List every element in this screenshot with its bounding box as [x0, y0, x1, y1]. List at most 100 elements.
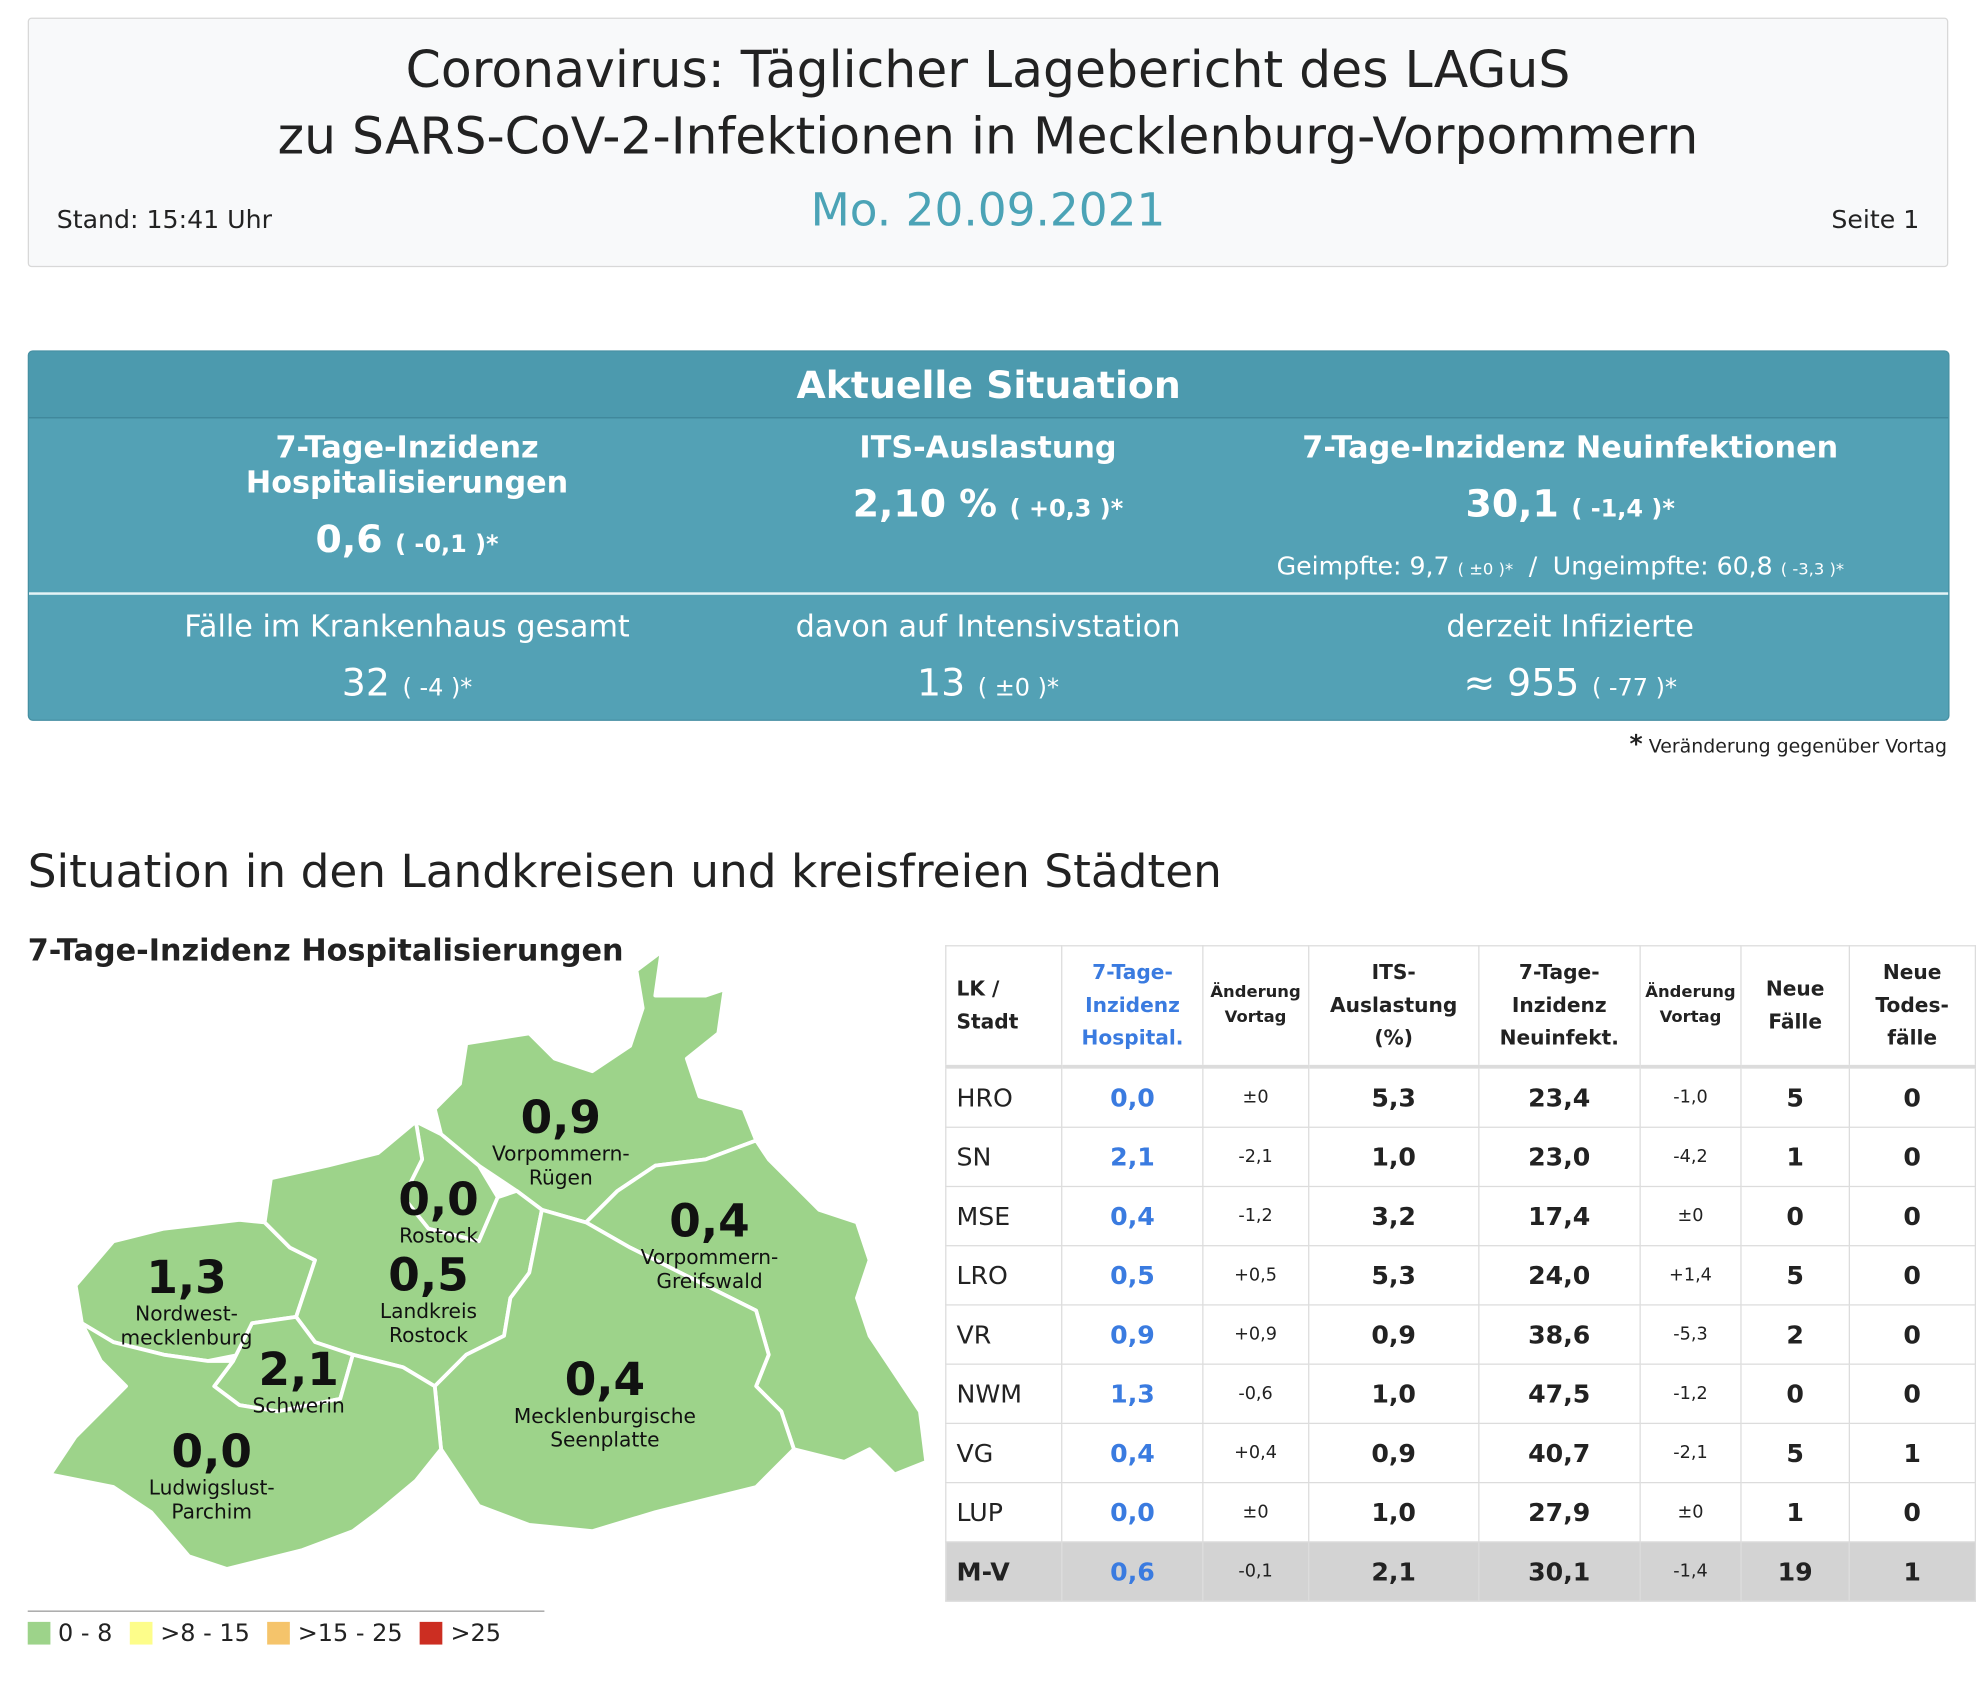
map-region-label: 0,9 Vorpommern- Rügen: [460, 1096, 662, 1190]
table-cell: 1: [1848, 1422, 1976, 1484]
legend-swatch: [27, 1621, 51, 1645]
table-cell: 0: [1848, 1185, 1976, 1247]
table-cell: -1,4: [1638, 1541, 1743, 1602]
table-cell: 0,0: [1061, 1066, 1204, 1128]
table-row: SN 2,1 -2,1 1,0 23,0 -4,2 1 0: [945, 1126, 1976, 1188]
column-header: ITS- Auslastung (%): [1307, 945, 1480, 1069]
kpi-label: Fälle im Krankenhaus gesamt: [184, 608, 630, 644]
kpi-current-infected: derzeit Infizierte ≈ 955 ( -77 )*: [1274, 609, 1866, 706]
table-cell: 0: [1740, 1363, 1850, 1425]
table-cell: 0,4: [1061, 1185, 1204, 1247]
table-cell: 2: [1740, 1304, 1850, 1365]
table-cell: 0,0: [1061, 1481, 1204, 1543]
kpi-value: 30,1: [1465, 482, 1559, 527]
legend-label: >15 - 25: [297, 1619, 403, 1648]
region-name: Vorpommern- Rügen: [491, 1141, 630, 1190]
footnote-text: Veränderung gegenüber Vortag: [1648, 734, 1948, 758]
table-cell: -0,1: [1202, 1541, 1309, 1602]
legend-item: >25: [420, 1619, 501, 1647]
kpi-change: ( ±0 )*: [977, 674, 1059, 702]
table-cell: 47,5: [1478, 1363, 1641, 1425]
map-region-label: 0,0 Ludwigslust- Parchim: [111, 1426, 313, 1524]
map-title: 7-Tage-Inzidenz Hospitalisierungen: [27, 932, 624, 968]
table-cell: -1,0: [1638, 1066, 1743, 1128]
table-cell: 2,1: [1307, 1541, 1480, 1602]
table-cell: +0,5: [1202, 1245, 1309, 1306]
table-cell: 0: [1848, 1245, 1976, 1306]
table-cell: 0,9: [1061, 1304, 1204, 1365]
kpi-hospital-incidence: 7-Tage-Inzidenz Hospitalisierungen 0,6 ( …: [111, 430, 703, 562]
table-cell: 0,5: [1061, 1245, 1204, 1306]
map-region-label: 0,4 Mecklenburgische Seenplatte: [504, 1354, 706, 1452]
kpi-label: 7-Tage-Inzidenz Neuinfektionen: [1302, 429, 1839, 466]
region-value: 0,4: [669, 1195, 750, 1248]
table-cell: 5,3: [1307, 1066, 1480, 1128]
table-cell: 3,2: [1307, 1185, 1480, 1247]
table-cell: 23,4: [1478, 1066, 1641, 1128]
table-row: NWM 1,3 -0,6 1,0 47,5 -1,2 0 0: [945, 1363, 1976, 1425]
table-cell: 17,4: [1478, 1185, 1641, 1247]
table-cell: -0,6: [1202, 1363, 1309, 1425]
table-cell: 5,3: [1307, 1245, 1480, 1306]
column-header: Änderung Vortag: [1638, 945, 1743, 1069]
table-cell: 1,0: [1307, 1126, 1480, 1188]
district-map: [48, 949, 929, 1571]
column-header: LK / Stadt: [945, 945, 1063, 1069]
map-legend: 0 - 8 >8 - 15 >15 - 25 >25: [27, 1610, 545, 1648]
table-cell: -1,2: [1202, 1185, 1309, 1247]
divider: [28, 592, 1949, 595]
table-cell: +1,4: [1638, 1245, 1743, 1306]
table-cell: HRO: [945, 1066, 1063, 1128]
table-cell: ±0: [1202, 1481, 1309, 1543]
table-row: LUP 0,0 ±0 1,0 27,9 ±0 1 0: [945, 1481, 1976, 1543]
legend-swatch: [129, 1621, 153, 1645]
legend-label: >8 - 15: [160, 1619, 250, 1648]
region-value: 1,3: [146, 1252, 227, 1305]
separator: /: [1528, 550, 1538, 581]
column-header: Neue Todes- fälle: [1848, 945, 1976, 1069]
kpi-value: 13: [917, 661, 966, 706]
table-cell: +0,4: [1202, 1422, 1309, 1484]
kpi-value: 0,6: [315, 517, 383, 563]
map-region-label: 0,5 Landkreis Rostock: [328, 1253, 530, 1347]
table-cell: +0,9: [1202, 1304, 1309, 1365]
table-cell: VR: [945, 1304, 1063, 1365]
kpi-new-infection-incidence: 7-Tage-Inzidenz Neuinfektionen 30,1 ( -1,…: [1274, 430, 1866, 527]
stand-time: Stand: 15:41 Uhr: [56, 204, 272, 235]
table-cell: 1: [1740, 1481, 1850, 1543]
map-region-label: 1,3 Nordwest- mecklenburg: [86, 1252, 288, 1350]
region-name: Schwerin: [252, 1393, 345, 1418]
region-value: 0,0: [398, 1174, 479, 1227]
region-value: 0,0: [171, 1426, 252, 1479]
region-value: 0,4: [564, 1354, 646, 1407]
column-header: Neue Fälle: [1740, 945, 1850, 1069]
kpi-value: 2,10 %: [852, 482, 998, 527]
panel-heading: Aktuelle Situation: [28, 351, 1949, 419]
table-cell: ±0: [1202, 1066, 1309, 1128]
table-cell: 0,4: [1061, 1422, 1204, 1484]
kpi-icu-cases: davon auf Intensivstation 13 ( ±0 )*: [692, 609, 1284, 706]
vaccination-breakdown: Geimpfte: 9,7 ( ±0 )* / Ungeimpfte: 60,8…: [1277, 551, 1845, 581]
table-cell: 0: [1848, 1363, 1976, 1425]
table-cell: 5: [1740, 1422, 1850, 1484]
legend-item: 0 - 8: [27, 1619, 112, 1647]
region-name: Vorpommern- Greifswald: [640, 1245, 779, 1293]
report-header: Coronavirus: Täglicher Lagebericht des L…: [27, 17, 1949, 268]
section-title: Situation in den Landkreisen und kreisfr…: [27, 846, 1222, 899]
table-cell: 5: [1740, 1245, 1850, 1306]
table-row: VR 0,9 +0,9 0,9 38,6 -5,3 2 0: [945, 1304, 1976, 1365]
map-region-label: 0,4 Vorpommern- Greifswald: [609, 1195, 811, 1293]
table-cell: NWM: [945, 1363, 1063, 1425]
column-header: Änderung Vortag: [1202, 945, 1309, 1069]
unvaccinated-value: Ungeimpfte: 60,8: [1552, 550, 1773, 581]
map-region: [48, 1321, 443, 1571]
footnote: * Veränderung gegenüber Vortag: [1630, 728, 1947, 758]
region-name: Rostock: [399, 1223, 479, 1248]
title-line-1: Coronavirus: Täglicher Lagebericht des L…: [405, 41, 1571, 100]
table-cell: 1,3: [1061, 1363, 1204, 1425]
table-cell: 1: [1740, 1126, 1850, 1188]
table-cell: 23,0: [1478, 1126, 1641, 1188]
table-cell: 0,9: [1307, 1304, 1480, 1365]
table-cell: 0: [1848, 1304, 1976, 1365]
table-cell: -5,3: [1638, 1304, 1743, 1365]
